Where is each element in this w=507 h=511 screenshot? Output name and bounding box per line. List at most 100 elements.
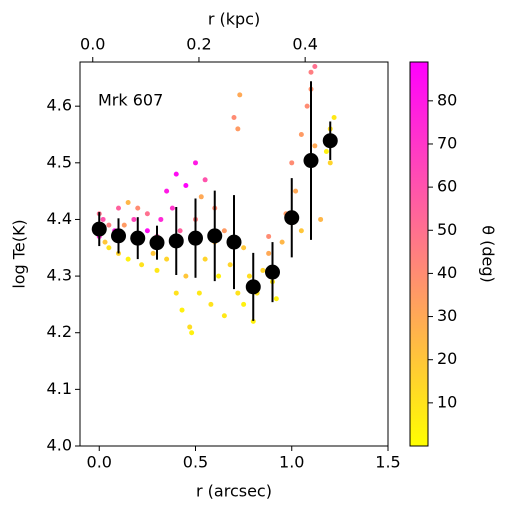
binned-point <box>265 264 280 280</box>
scatter-point <box>150 250 156 256</box>
binned-point <box>207 228 223 244</box>
scatter-point <box>279 239 285 245</box>
colorbar-label: θ (deg) <box>479 225 498 283</box>
scatter-point <box>221 313 227 319</box>
binned-point <box>168 233 184 249</box>
scatter-point <box>293 188 299 194</box>
y-tick-label: 4.6 <box>47 96 72 115</box>
scatter-point <box>327 160 333 166</box>
y-axis-label: log Te(K) <box>10 219 29 288</box>
x-tick-label: 1.5 <box>375 453 400 472</box>
scatter-point <box>312 143 318 149</box>
y-tick-label: 4.4 <box>47 209 72 228</box>
y-tick-label: 4.3 <box>47 266 72 285</box>
scatter-point <box>135 205 141 211</box>
scatter-point <box>173 171 179 177</box>
annotation: Mrk 607 <box>98 91 163 110</box>
x-axis-label: r (arcsec) <box>196 482 272 501</box>
scatter-point <box>312 64 318 70</box>
binned-point <box>303 153 319 169</box>
y-tick-label: 4.1 <box>47 379 72 398</box>
scatter-point <box>196 290 202 296</box>
scatter-point <box>221 228 227 234</box>
binned-point <box>188 230 203 246</box>
scatter-point <box>106 222 112 228</box>
scatter-point <box>227 262 233 268</box>
colorbar-tick-label: 30 <box>437 306 457 325</box>
scatter-point <box>100 216 106 222</box>
scatter-point <box>237 92 243 98</box>
binned-point <box>245 279 261 295</box>
binned-point <box>226 234 242 250</box>
binned-point <box>322 133 338 149</box>
scatter-point <box>250 318 256 324</box>
scatter-point <box>179 307 185 313</box>
scatter-point <box>102 239 108 245</box>
colorbar-tick-label: 20 <box>437 349 457 368</box>
colorbar-tick-label: 40 <box>437 263 457 282</box>
scatter-point <box>216 273 222 279</box>
scatter-point <box>198 194 204 200</box>
scatter-point <box>125 199 131 205</box>
binned-point <box>111 228 126 244</box>
scatter-point <box>231 115 237 121</box>
scatter-point <box>125 256 131 262</box>
scatter-point <box>139 262 145 268</box>
x2-tick-label: 0.2 <box>186 35 211 54</box>
scatter-point <box>235 290 241 296</box>
scatter-point <box>169 205 175 211</box>
binned-point <box>130 230 146 246</box>
scatter-point <box>144 211 150 217</box>
scatter-point <box>304 103 310 109</box>
x-tick-label: 0.0 <box>87 453 112 472</box>
scatter-point <box>260 267 266 273</box>
scatter-point <box>154 267 160 273</box>
scatter-point <box>106 245 112 251</box>
binned-point <box>284 210 300 226</box>
scatter-point <box>202 177 208 183</box>
scatter-point <box>235 126 241 132</box>
scatter-point <box>308 69 314 75</box>
x-tick-label: 1.0 <box>279 453 304 472</box>
scatter-point <box>202 256 208 262</box>
colorbar <box>409 61 429 447</box>
scatter-point <box>298 228 304 234</box>
scatter-point <box>116 205 121 211</box>
binned-point <box>149 235 165 251</box>
scatter-point <box>189 330 195 336</box>
y-tick-label: 4.5 <box>47 152 72 171</box>
scatter-point <box>131 216 137 222</box>
y-tick-label: 4.0 <box>47 436 72 455</box>
plot-frame <box>79 61 389 447</box>
scatter-point <box>164 188 170 194</box>
colorbar-tick-label: 70 <box>437 133 457 152</box>
colorbar-tick-label: 60 <box>437 177 457 196</box>
y-tick-label: 4.2 <box>47 322 72 341</box>
scatter-point <box>241 301 247 307</box>
scatter-point <box>187 324 193 330</box>
scatter-point <box>158 216 164 222</box>
binned-point <box>91 221 107 237</box>
scatter-point <box>164 256 170 262</box>
x-tick-label: 0.5 <box>183 453 208 472</box>
scatter-point <box>273 296 279 302</box>
scatter-point <box>331 115 337 121</box>
colorbar-tick-label: 10 <box>437 392 457 411</box>
scatter-point <box>289 160 295 166</box>
scatter-point <box>323 148 329 154</box>
scatter-point <box>266 233 272 239</box>
x2-tick-label: 0.4 <box>292 35 317 54</box>
scatter-point <box>173 290 179 296</box>
scatter-point <box>246 273 252 279</box>
scatter-point <box>177 228 183 234</box>
x2-axis-label: r (kpc) <box>208 10 260 29</box>
scatter-point <box>241 245 247 251</box>
scatter-point <box>121 222 127 228</box>
scatter-point <box>144 228 150 234</box>
scatter-point <box>193 160 198 166</box>
scatter-point <box>183 273 189 279</box>
scatter-point <box>208 301 214 307</box>
scatter-point <box>183 182 189 188</box>
colorbar-tick-label: 80 <box>437 90 457 109</box>
